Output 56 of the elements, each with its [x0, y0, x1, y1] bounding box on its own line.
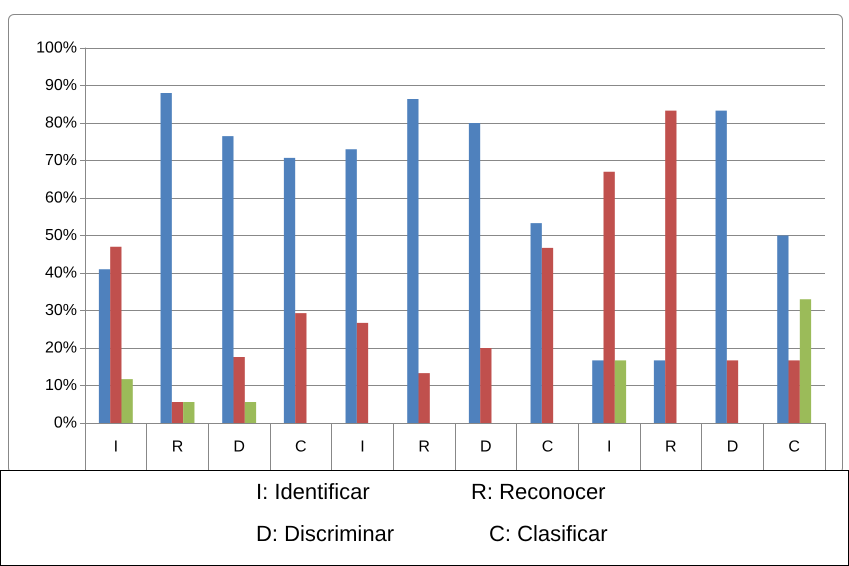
x-tick-label: D — [726, 438, 738, 456]
x-tick-label: I — [360, 438, 365, 456]
bar — [98, 269, 110, 423]
bar — [800, 299, 812, 423]
bar — [614, 360, 626, 423]
x-tick-label: D — [480, 438, 492, 456]
bar — [234, 357, 245, 423]
y-tick-label: 50% — [44, 227, 77, 244]
x-tick-label: I — [606, 438, 612, 456]
y-tick-label: 10% — [44, 377, 77, 394]
bar — [788, 360, 800, 423]
bar — [222, 136, 234, 423]
y-tick-label: 20% — [44, 340, 77, 356]
bar — [480, 348, 492, 423]
y-tick-label: 80% — [44, 114, 77, 132]
text: R: Reconocer — [471, 479, 606, 505]
bar — [110, 246, 122, 423]
bar — [654, 360, 666, 423]
text: I: Identificar — [256, 479, 370, 505]
x-tick-label: R — [665, 438, 677, 456]
bar — [284, 158, 296, 423]
bar — [295, 313, 306, 423]
bar — [121, 379, 133, 423]
y-tick-label: 0% — [54, 414, 77, 432]
y-tick-label: 90% — [44, 77, 77, 94]
bar — [530, 223, 542, 423]
bar — [468, 123, 480, 423]
bar — [726, 360, 738, 423]
bar — [172, 402, 184, 423]
x-tick-label: C — [788, 438, 800, 456]
text: C: Clasificar — [489, 521, 608, 547]
bar — [665, 110, 676, 423]
text: D: Discriminar — [256, 521, 394, 547]
bar — [716, 110, 727, 423]
y-tick-label: 70% — [44, 152, 77, 169]
bar — [592, 360, 604, 423]
y-tick-label: 30% — [44, 302, 77, 319]
y-tick-label: 100% — [36, 40, 77, 56]
bar — [418, 373, 430, 423]
x-tick-label: C — [295, 438, 307, 456]
bar — [183, 402, 194, 423]
x-tick-label: D — [233, 438, 245, 456]
bar — [604, 172, 615, 423]
bar — [244, 402, 256, 423]
x-tick-label: R — [172, 438, 184, 456]
bar — [777, 236, 789, 423]
bar — [356, 322, 368, 423]
bar — [407, 99, 419, 423]
x-tick-label: C — [542, 438, 554, 456]
x-tick-label: I — [114, 438, 118, 456]
y-tick-label: 60% — [44, 190, 77, 206]
x-tick-label: R — [418, 438, 430, 456]
bar — [160, 93, 172, 423]
bar — [346, 149, 357, 423]
y-tick-label: 40% — [44, 264, 77, 282]
bar — [542, 248, 554, 423]
